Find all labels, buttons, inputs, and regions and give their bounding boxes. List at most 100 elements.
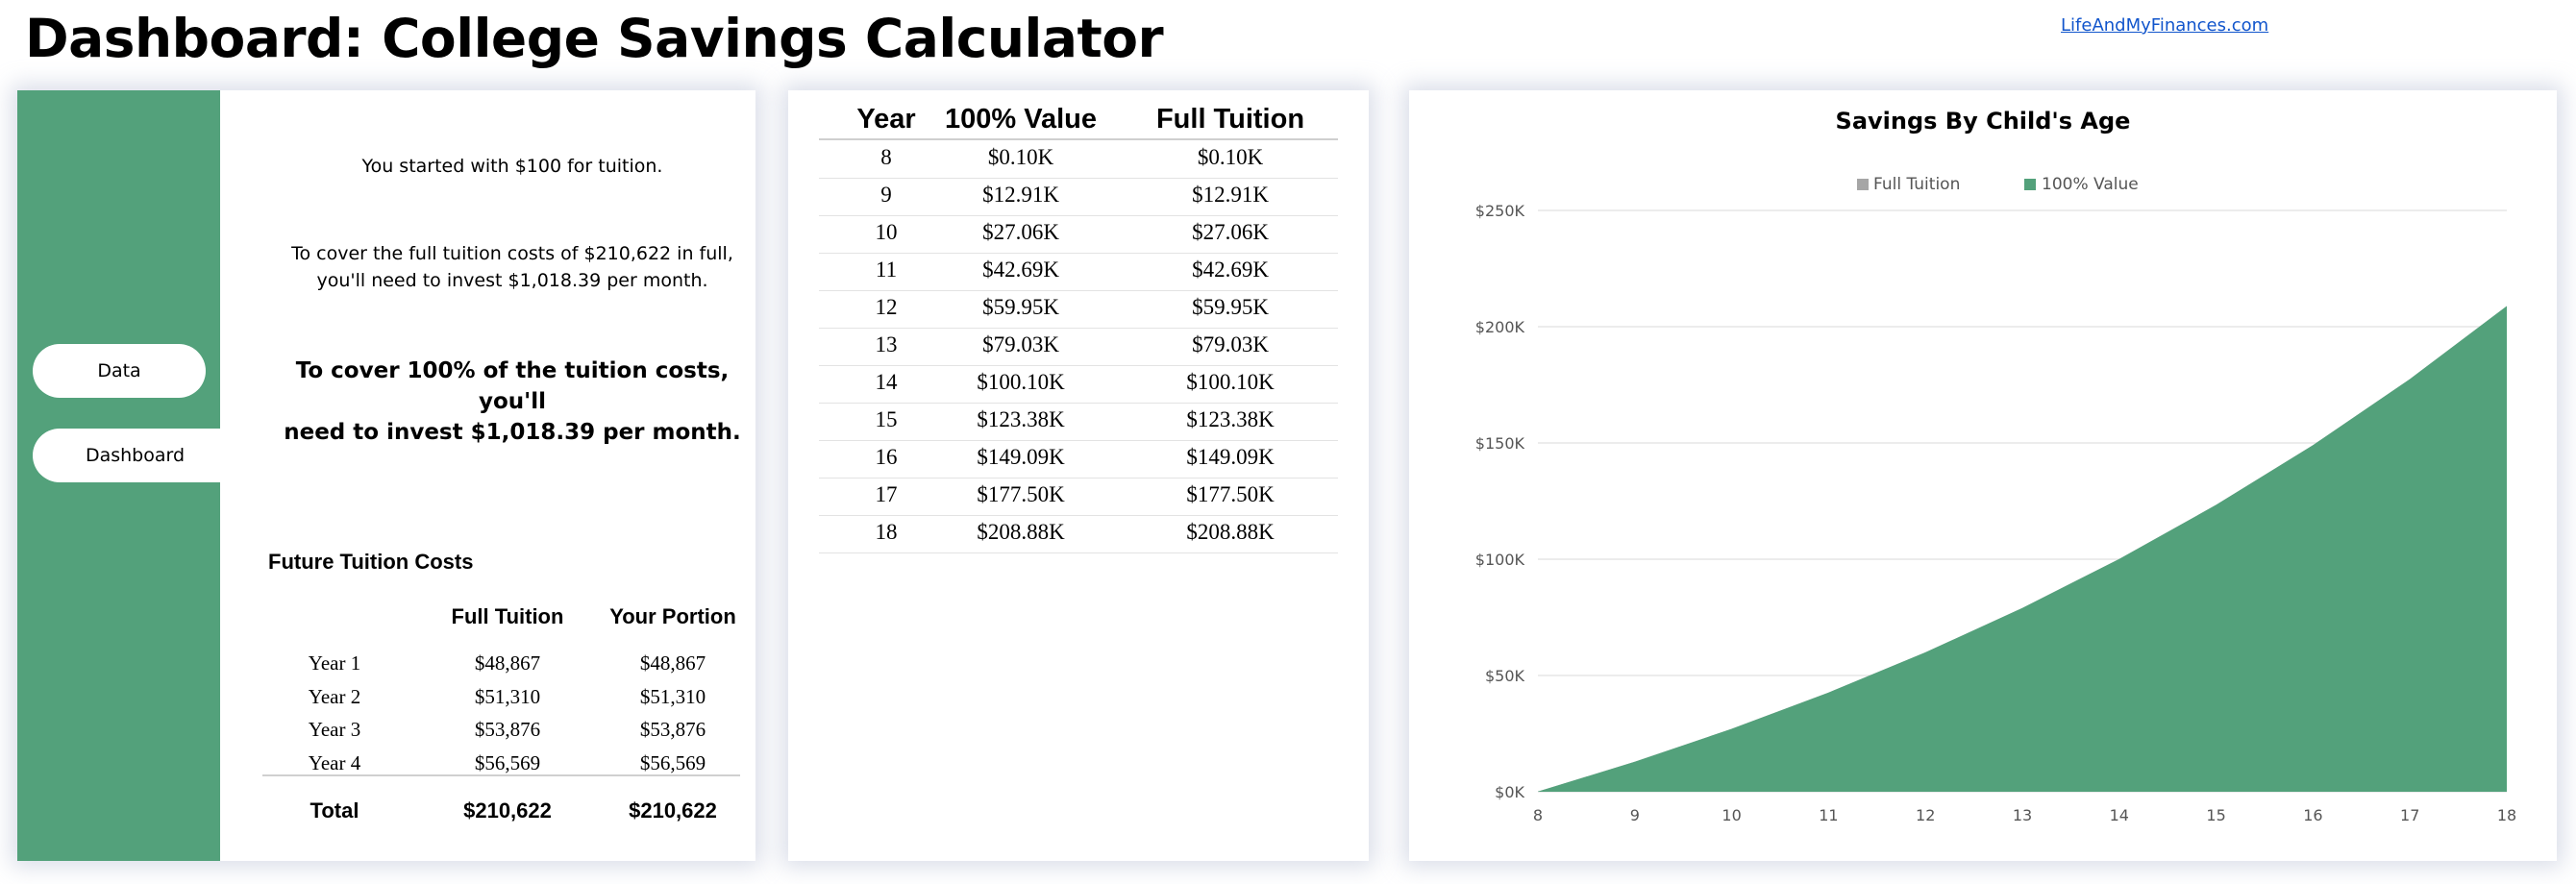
- area-series-value: [1538, 306, 2507, 792]
- row-value: $100.10K: [977, 370, 1065, 394]
- table-row: 17 $177.50K $177.50K: [819, 478, 1338, 516]
- row-tuition: $0.10K: [1197, 145, 1264, 169]
- table-header-value: 100% Value: [945, 104, 1097, 135]
- dashboard-tab-button[interactable]: Dashboard: [33, 429, 237, 482]
- future-cost-full: $51,310: [474, 685, 541, 708]
- x-tick-label: 17: [2400, 806, 2419, 824]
- y-axis-ticks: $0K $50K $100K $150K $200K $250K: [1475, 202, 1525, 801]
- x-tick-label: 13: [2013, 806, 2032, 824]
- x-tick-label: 16: [2303, 806, 2322, 824]
- row-tuition: $208.88K: [1186, 520, 1275, 544]
- future-cost-year: Year 3: [308, 718, 361, 741]
- y-tick-label: $100K: [1475, 551, 1525, 569]
- table-row: 11 $42.69K $42.69K: [819, 253, 1338, 291]
- row-value: $0.10K: [987, 145, 1054, 169]
- row-year: 10: [875, 220, 898, 244]
- row-year: 14: [875, 370, 898, 394]
- row-year: 9: [880, 183, 892, 207]
- row-year: 18: [875, 520, 898, 544]
- row-tuition: $149.09K: [1186, 445, 1275, 469]
- chart-title: Savings By Child's Age: [1835, 108, 2131, 135]
- row-value: $123.38K: [977, 407, 1065, 431]
- portion-cost-message: To cover 100% of the tuition costs, you'…: [272, 356, 753, 448]
- row-tuition: $79.03K: [1192, 332, 1269, 356]
- row-value: $42.69K: [982, 258, 1059, 282]
- row-value: $59.95K: [982, 295, 1059, 319]
- future-cost-portion: $56,569: [639, 751, 706, 774]
- future-costs-title: Future Tuition Costs: [268, 550, 474, 574]
- legend-swatch-value: [2024, 179, 2036, 190]
- y-tick-label: $250K: [1475, 202, 1525, 220]
- row-year: 8: [880, 145, 892, 169]
- full-cost-message: To cover the full tuition costs of $210,…: [272, 240, 753, 294]
- x-axis-ticks: 8 9 10 11 12 13 14 15 16 17 18: [1533, 806, 2516, 824]
- row-year: 11: [875, 258, 898, 282]
- y-tick-label: $0K: [1495, 783, 1524, 801]
- table-row: 15 $123.38K $123.38K: [819, 403, 1338, 441]
- value-table-panel: Year 100% Value Full Tuition 8 $0.10K $0.1…: [788, 90, 1369, 861]
- future-cost-full: $56,569: [474, 751, 541, 774]
- site-link[interactable]: LifeAndMyFinances.com: [2061, 15, 2269, 36]
- table-header-divider: [819, 138, 1338, 140]
- your-portion-header: Your Portion: [609, 604, 736, 628]
- chart-series: [1538, 306, 2507, 792]
- full-cost-line-2: you'll need to invest $1,018.39 per mont…: [316, 270, 708, 291]
- chart-panel: Savings By Child's Age Full Tuition 100%…: [1409, 90, 2557, 861]
- future-cost-portion: $48,867: [639, 651, 706, 675]
- table-row: 12 $59.95K $59.95K: [819, 290, 1338, 329]
- x-tick-label: 11: [1819, 806, 1838, 824]
- x-tick-label: 8: [1533, 806, 1543, 824]
- row-tuition: $59.95K: [1192, 295, 1269, 319]
- portion-cost-line-2: need to invest $1,018.39 per month.: [284, 420, 741, 445]
- row-tuition: $100.10K: [1186, 370, 1275, 394]
- total-divider: [262, 774, 740, 776]
- table-header-year: Year: [856, 104, 916, 135]
- future-cost-portion: $51,310: [639, 685, 706, 708]
- row-value: $177.50K: [977, 482, 1065, 506]
- full-tuition-header: Full Tuition: [451, 604, 564, 628]
- future-cost-full: $48,867: [474, 651, 541, 675]
- total-label: Total: [310, 798, 359, 823]
- y-tick-label: $200K: [1475, 318, 1525, 336]
- x-tick-label: 10: [1721, 806, 1741, 824]
- x-tick-label: 18: [2497, 806, 2516, 824]
- future-cost-full: $53,876: [474, 718, 541, 741]
- row-value: $27.06K: [982, 220, 1059, 244]
- summary-panel: Data Dashboard You started with $100 for…: [17, 90, 755, 861]
- data-tab-button[interactable]: Data: [33, 344, 206, 398]
- page-title: Dashboard: College Savings Calculator: [25, 8, 1164, 69]
- row-year: 12: [875, 295, 898, 319]
- total-your-portion: $210,622: [629, 798, 717, 823]
- row-value: $208.88K: [977, 520, 1065, 544]
- row-year: 13: [875, 332, 898, 356]
- row-tuition: $42.69K: [1192, 258, 1269, 282]
- portion-cost-line-1: To cover 100% of the tuition costs, you'…: [295, 358, 730, 414]
- row-value: $149.09K: [977, 445, 1065, 469]
- row-tuition: $27.06K: [1192, 220, 1269, 244]
- row-tuition: $177.50K: [1186, 482, 1275, 506]
- starting-amount-text: You started with $100 for tuition.: [361, 156, 663, 177]
- y-tick-label: $50K: [1485, 667, 1525, 685]
- table-header-tuition: Full Tuition: [1155, 104, 1305, 135]
- table-row: 16 $149.09K $149.09K: [819, 440, 1338, 479]
- table-row: 10 $27.06K $27.06K: [819, 215, 1338, 254]
- table-row: 9 $12.91K $12.91K: [819, 178, 1338, 216]
- future-cost-year: Year 2: [308, 685, 361, 708]
- y-tick-label: $150K: [1475, 434, 1525, 453]
- future-cost-year: Year 1: [308, 651, 361, 675]
- row-tuition: $123.38K: [1186, 407, 1275, 431]
- row-value: $12.91K: [982, 183, 1059, 207]
- row-year: 16: [875, 445, 898, 469]
- row-value: $79.03K: [982, 332, 1059, 356]
- legend-label-value: 100% Value: [2042, 175, 2139, 194]
- table-row: 18 $208.88K $208.88K: [819, 515, 1338, 553]
- future-cost-year: Year 4: [308, 751, 361, 774]
- total-full-tuition: $210,622: [463, 798, 552, 823]
- x-tick-label: 14: [2110, 806, 2129, 824]
- x-tick-label: 15: [2206, 806, 2225, 824]
- row-tuition: $12.91K: [1192, 183, 1269, 207]
- savings-area-chart: Full Tuition 100% Value $0K $50K $100K $150…: [1475, 175, 2516, 824]
- x-tick-label: 9: [1630, 806, 1640, 824]
- chart-legend: Full Tuition 100% Value: [1857, 175, 2139, 194]
- table-row: 14 $100.10K $100.10K: [819, 365, 1338, 404]
